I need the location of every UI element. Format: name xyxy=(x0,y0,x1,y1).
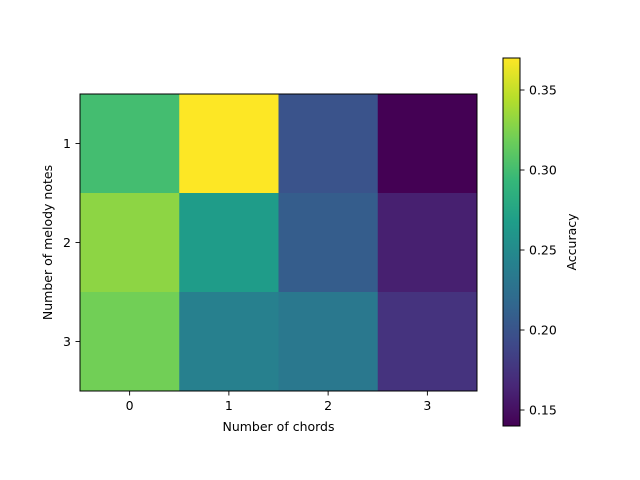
colorbar-tick-label: 0.25 xyxy=(529,243,557,258)
y-tick-label: 3 xyxy=(63,334,71,349)
colorbar-tick-label: 0.35 xyxy=(529,83,557,98)
heatmap-cell xyxy=(278,94,379,194)
x-tick-label: 3 xyxy=(423,398,431,413)
colorbar-frame xyxy=(502,57,521,427)
heatmap-cell xyxy=(80,94,180,194)
x-tick-label: 0 xyxy=(126,398,134,413)
x-axis-ticks: 0 1 2 3 xyxy=(126,391,431,413)
colorbar-tick-label: 0.20 xyxy=(529,323,557,338)
colorbar-label: Accuracy xyxy=(564,213,579,271)
colorbar-tick-label: 0.30 xyxy=(529,163,557,178)
colorbar-ticks: 0.15 0.20 0.25 0.30 0.35 xyxy=(520,83,557,418)
heatmap-cell xyxy=(80,292,180,392)
y-tick-label: 2 xyxy=(63,235,71,250)
heatmap-cell xyxy=(80,193,180,293)
heatmap-cell xyxy=(179,193,279,293)
x-axis-label: Number of chords xyxy=(222,419,334,434)
heatmap-cell xyxy=(377,94,478,194)
heatmap-cell xyxy=(377,193,478,293)
y-tick-label: 1 xyxy=(63,136,71,151)
heatmap-cell xyxy=(278,292,379,392)
heatmap-cell xyxy=(278,193,379,293)
colorbar-tick-label: 0.15 xyxy=(529,403,557,418)
heatmap-cell xyxy=(179,292,279,392)
x-tick-label: 2 xyxy=(324,398,332,413)
colorbar xyxy=(503,58,520,426)
x-tick-label: 1 xyxy=(225,398,233,413)
heatmap-cell xyxy=(179,94,279,194)
heatmap-cell xyxy=(377,292,478,392)
y-axis-ticks: 1 2 3 xyxy=(63,136,80,349)
heatmap-cells xyxy=(80,94,478,392)
y-axis-label: Number of melody notes xyxy=(40,165,55,320)
